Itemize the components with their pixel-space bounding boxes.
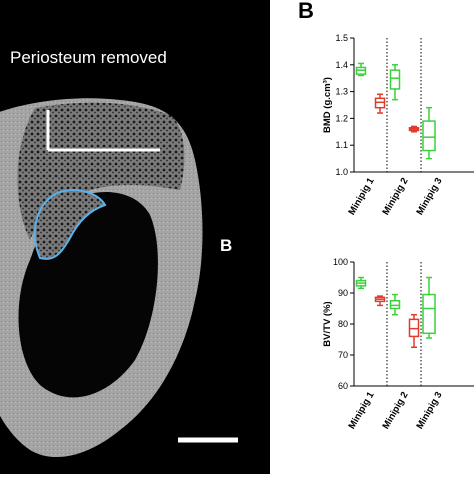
chart-panel: B 1.0 1.1 1.2 1.3 1.4 1.5 BMD (g.cm³) Minipig 1… bbox=[270, 0, 474, 474]
y-tick-label: 70 bbox=[338, 350, 348, 360]
micro-ct-image-panel: Periosteum removed B bbox=[0, 0, 270, 474]
image-title: Periosteum removed bbox=[10, 48, 167, 67]
y-axis-label: BMD (g.cm³) bbox=[322, 77, 333, 133]
bone-cross-section bbox=[0, 98, 238, 457]
y-tick-label: 1.1 bbox=[335, 140, 348, 150]
box bbox=[422, 120, 436, 152]
box bbox=[389, 300, 401, 310]
y-axis-label: BV/TV (%) bbox=[322, 301, 333, 346]
x-tick-label: Minipig 3 bbox=[414, 176, 444, 217]
x-tick-label: Minipig 2 bbox=[380, 390, 410, 431]
y-tick-label: 90 bbox=[338, 288, 348, 298]
box bbox=[422, 293, 436, 335]
box bbox=[389, 69, 401, 90]
y-tick-label: 1.4 bbox=[335, 60, 348, 70]
y-tick-label: 100 bbox=[333, 257, 348, 267]
x-tick-label: Minipig 1 bbox=[346, 175, 376, 217]
x-tick-label: Minipig 2 bbox=[380, 176, 410, 217]
x-tick-label: Minipig 1 bbox=[346, 389, 376, 431]
chart-panel-letter: B bbox=[298, 0, 314, 23]
y-tick-label: 60 bbox=[338, 381, 348, 391]
y-tick-label: 80 bbox=[338, 319, 348, 329]
y-tick-label: 1.2 bbox=[335, 113, 348, 123]
y-tick-label: 1.0 bbox=[335, 167, 348, 177]
x-tick-label: Minipig 3 bbox=[414, 390, 444, 431]
box bbox=[408, 318, 420, 338]
region-of-interest-outline bbox=[33, 189, 107, 260]
y-tick-label: 1.3 bbox=[335, 87, 348, 97]
y-tick-label: 1.5 bbox=[335, 33, 348, 43]
trabecular-region-top bbox=[17, 102, 185, 240]
image-panel-letter: B bbox=[220, 236, 233, 255]
